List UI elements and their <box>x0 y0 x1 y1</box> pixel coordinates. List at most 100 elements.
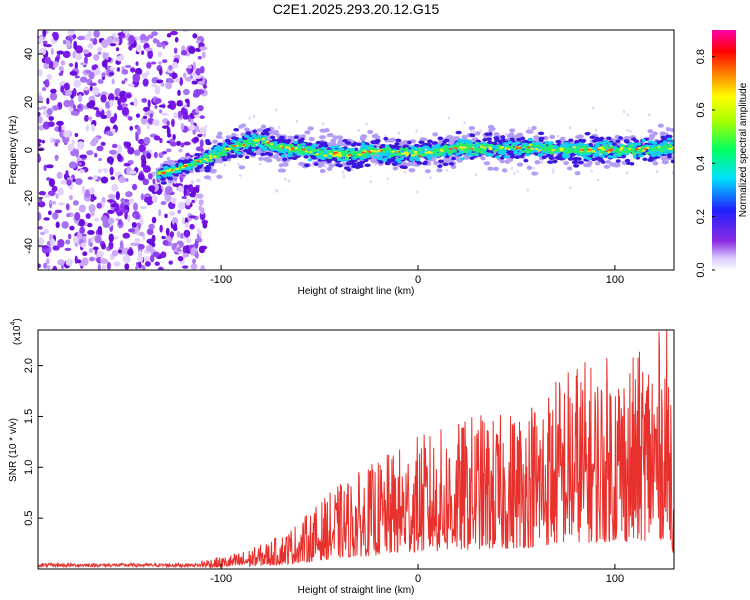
spectrogram-noise-point <box>41 245 49 249</box>
spectrogram-noise-point <box>132 73 141 83</box>
colorbar-tick-label: 0.4 <box>695 156 707 171</box>
spectrogram-noise-point <box>134 237 141 243</box>
spectrogram-signal-point <box>559 136 566 141</box>
spectrogram-signal-point <box>447 151 453 155</box>
spectrogram-signal-point <box>569 153 575 157</box>
spectrogram-noise-point <box>124 64 132 69</box>
spectrogram-noise-point <box>165 227 170 236</box>
spectrogram-noise-point <box>137 243 145 250</box>
spectrogram-noise-point <box>108 72 115 76</box>
spectrogram-signal-point <box>497 144 502 148</box>
spectrogram-noise-point <box>47 210 52 216</box>
spectrogram-signal-point <box>574 171 581 176</box>
spectrogram-signal-point <box>631 152 637 155</box>
spectrogram-noise-point <box>202 221 208 229</box>
spectrogram-signal-point <box>545 146 551 150</box>
spectrogram-signal-point <box>377 157 383 161</box>
spectrogram-noise-point <box>140 40 148 44</box>
spectrogram-signal-point <box>318 152 324 156</box>
y-tick-label: 2.0 <box>23 358 35 373</box>
spectrogram-noise-point <box>148 185 156 192</box>
spectrogram-faint-point <box>236 133 240 137</box>
spectrogram-signal-point <box>244 127 250 132</box>
spectrogram-noise-point <box>169 231 175 238</box>
spectrogram-noise-point <box>135 132 139 142</box>
spectrogram-noise-point <box>165 81 172 90</box>
snr-series-path <box>38 330 674 569</box>
spectrogram-faint-point <box>295 119 299 123</box>
spectrogram-signal-point <box>194 153 201 157</box>
spectrogram-signal-point <box>260 152 266 157</box>
spectrogram-noise-point <box>92 86 100 96</box>
spectrogram-signal-point <box>600 150 605 154</box>
spectrogram-noise-point <box>55 139 61 144</box>
spectrogram-signal-point <box>291 146 294 149</box>
spectrogram-signal-point <box>576 152 582 157</box>
spectrogram-signal-point <box>395 138 402 143</box>
spectrogram-signal-point <box>480 145 483 148</box>
spectrogram-noise-point <box>142 106 150 112</box>
spectrogram-noise-point <box>190 119 194 126</box>
spectrogram-signal-point <box>644 148 647 150</box>
spectrogram-noise-point <box>140 193 145 201</box>
spectrogram-signal-point <box>370 140 377 145</box>
spectrogram-noise-point <box>68 62 74 67</box>
spectrogram-noise-point <box>166 33 172 38</box>
spectrogram-signal-point <box>550 149 556 152</box>
spectrogram-noise-point <box>198 245 205 254</box>
spectrogram-signal-point <box>580 142 585 146</box>
spectrogram-signal-point <box>205 141 212 146</box>
spectrogram-noise-point <box>44 44 52 48</box>
spectrogram-signal-point <box>203 175 211 180</box>
spectrogram-signal-point <box>410 145 416 149</box>
spectrogram-noise-point <box>111 183 119 192</box>
spectrogram-noise-point <box>141 98 148 103</box>
spectrogram-noise-point <box>69 225 75 231</box>
spectrogram-faint-point <box>207 147 211 151</box>
spectrogram-noise-point <box>196 178 201 183</box>
spectrogram-signal-point <box>199 160 205 164</box>
spectrogram-signal-point <box>217 131 223 136</box>
spectrogram-signal-point <box>266 141 270 144</box>
spectrogram-signal-point <box>468 126 476 131</box>
x-tick-label: 100 <box>606 573 624 585</box>
spectrogram-noise-point <box>72 50 76 59</box>
spectrogram-noise-point <box>88 116 93 122</box>
spectrogram-noise-point <box>197 56 202 60</box>
spectrogram-noise-point <box>101 264 106 270</box>
spectrogram-signal-point <box>454 156 460 161</box>
spectrogram-noise-point <box>55 193 59 199</box>
spectrogram-signal-point <box>283 148 288 152</box>
spectrogram-noise-point <box>145 244 154 252</box>
spectrogram-noise-point <box>147 50 154 59</box>
spectrogram-signal-point <box>265 127 271 132</box>
spectrogram-faint-point <box>556 134 560 138</box>
spectrogram-signal-point <box>381 158 387 162</box>
spectrogram-signal-point <box>335 163 342 167</box>
spectrogram-noise-point <box>147 172 153 180</box>
spectrogram-signal-point <box>492 149 496 153</box>
spectrogram-signal-point <box>586 150 592 153</box>
spectrogram-noise-point <box>182 30 190 33</box>
spectrogram-noise-point <box>156 42 163 48</box>
spectrogram-faint-point <box>568 126 572 130</box>
spectrogram-noise-point <box>46 97 50 105</box>
spectrogram-signal-point <box>160 181 167 185</box>
spectrogram-signal-point <box>177 159 182 163</box>
spectrogram-signal-point <box>426 139 433 144</box>
spectrogram-noise-point <box>188 46 196 54</box>
spectrogram-signal-point <box>326 166 333 172</box>
spectrogram-signal-point <box>657 123 664 128</box>
spectrogram-signal-point <box>460 157 465 161</box>
spectrogram-signal-point <box>244 134 250 138</box>
spectrogram-signal-point <box>497 139 502 144</box>
spectrogram-noise-point <box>188 186 194 193</box>
spectrogram-signal-point <box>245 144 251 147</box>
spectrogram-signal-point <box>232 145 237 147</box>
spectrogram-noise-point <box>161 59 168 64</box>
spectrogram-signal-point <box>385 146 391 150</box>
spectrogram-noise-point <box>140 218 144 226</box>
spectrogram-noise-point <box>81 257 89 266</box>
spectrogram-noise-point <box>111 128 116 134</box>
spectrogram-signal-point <box>422 145 428 149</box>
